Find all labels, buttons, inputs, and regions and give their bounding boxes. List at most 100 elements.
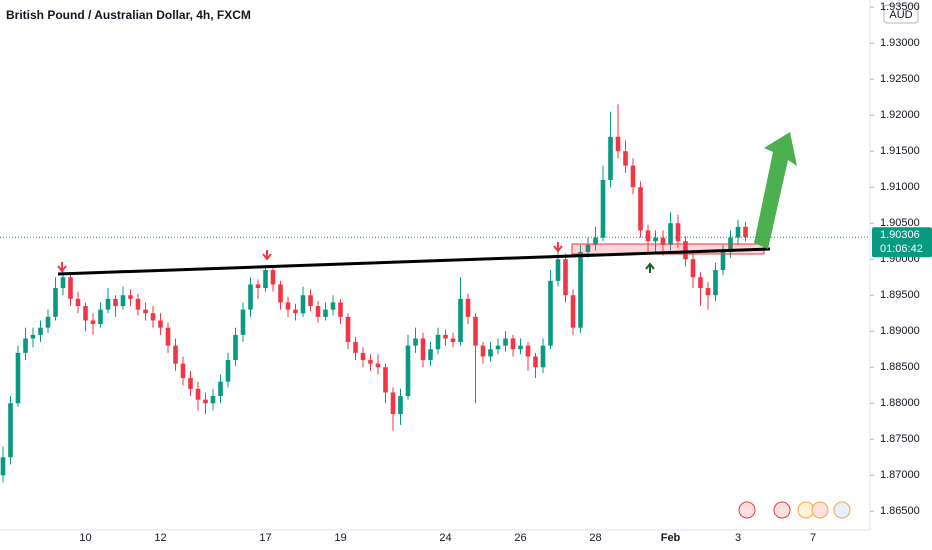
candle-body — [510, 338, 516, 350]
candle-body — [113, 298, 118, 307]
candle-body — [330, 302, 336, 310]
candle-body — [585, 244, 591, 253]
candle-body — [518, 345, 523, 350]
trend-line — [57, 247, 771, 276]
candle-body — [218, 381, 223, 397]
y-tick-label: 1.88500 — [880, 361, 920, 373]
candle-body — [285, 302, 291, 310]
candle-body — [233, 334, 238, 361]
candle-body — [120, 295, 126, 307]
candle-body — [240, 309, 246, 335]
candle-body — [480, 345, 486, 357]
candle-body — [675, 223, 681, 242]
candle-body — [263, 270, 268, 289]
candle-body — [570, 295, 576, 328]
candle-body — [638, 187, 643, 231]
y-tick-label: 1.92500 — [880, 73, 920, 85]
x-tick-label: 17 — [259, 532, 271, 544]
candle-body — [308, 295, 313, 307]
candle-body — [225, 360, 231, 382]
candle-body — [668, 223, 673, 245]
y-tick-label: 1.89500 — [880, 289, 920, 301]
candle-body — [60, 277, 66, 289]
y-tick-label: 1.92000 — [880, 109, 920, 121]
candle-body — [735, 226, 741, 238]
candle-body — [338, 302, 343, 317]
candle-body — [390, 392, 396, 415]
candle-body — [375, 363, 381, 368]
y-tick-label: 1.90500 — [880, 217, 920, 229]
candle-body — [593, 237, 598, 245]
candle-body — [315, 306, 321, 317]
candle-body — [210, 396, 216, 404]
candle-body — [248, 284, 253, 310]
candle-body — [270, 270, 276, 285]
candle-body — [405, 345, 411, 397]
candle-body — [15, 352, 21, 404]
x-tick-label: 24 — [439, 532, 451, 544]
candle-body — [653, 237, 658, 242]
candle-body — [23, 338, 28, 353]
candle-body — [615, 136, 621, 152]
candle-body — [360, 352, 366, 361]
y-tick-label: 1.93500 — [880, 1, 920, 13]
candle-body — [203, 399, 208, 404]
countdown: 01:06:42 — [880, 243, 923, 255]
candle-body — [420, 338, 426, 361]
candle-body — [53, 288, 58, 317]
candle-body — [345, 316, 351, 343]
candle-body — [353, 342, 358, 353]
candle-body — [143, 309, 148, 314]
x-tick-label: 19 — [334, 532, 346, 544]
candle-body — [540, 345, 546, 368]
candle-body — [90, 320, 96, 325]
currency-box[interactable] — [883, 4, 919, 24]
candle-body — [495, 345, 501, 350]
candle-body — [473, 316, 478, 346]
candle-body — [698, 277, 703, 289]
candle-body — [45, 316, 51, 328]
plot — [0, 104, 748, 483]
candle-body — [105, 298, 111, 310]
candle-body — [75, 298, 81, 307]
candle-body — [443, 334, 448, 339]
candle-body — [83, 306, 88, 321]
candle-body — [608, 136, 613, 181]
y-tick-label: 1.89000 — [880, 325, 920, 337]
last-price-label: 1.90306 — [880, 229, 920, 241]
candle-body — [0, 457, 6, 476]
candle-body — [435, 334, 441, 350]
candle-body — [300, 295, 306, 314]
candle-body — [8, 403, 13, 458]
y-tick-label: 1.93000 — [880, 37, 920, 49]
candle-body — [600, 180, 606, 238]
candle-body — [525, 345, 531, 357]
candle-body — [188, 378, 193, 389]
y-tick-label: 1.87500 — [880, 433, 920, 445]
y-tick-label: 1.87000 — [880, 469, 920, 481]
projection-arrow — [754, 132, 797, 249]
chart-title: British Pound / Australian Dollar, 4h, F… — [6, 8, 251, 22]
x-tick-label: 7 — [810, 532, 816, 544]
candle-body — [173, 345, 178, 364]
candle-body — [623, 151, 628, 166]
candle-body — [465, 298, 471, 317]
candle-body — [555, 259, 561, 281]
candle-body — [690, 259, 696, 278]
x-tick-label: 28 — [589, 532, 601, 544]
y-tick-label: 1.88000 — [880, 397, 920, 409]
candle-body — [458, 298, 463, 343]
candle-body — [660, 237, 666, 245]
candle-body — [68, 277, 73, 299]
candle-body — [630, 165, 636, 188]
candle-body — [705, 288, 711, 296]
candle-body — [563, 259, 568, 296]
y-tick-label: 1.91500 — [880, 145, 920, 157]
candle-body — [38, 327, 43, 335]
x-tick-label: 10 — [79, 532, 91, 544]
arrow-down — [553, 242, 563, 253]
candle-body — [713, 270, 718, 296]
last-price-box — [872, 227, 932, 258]
x-tick-label: 12 — [154, 532, 166, 544]
